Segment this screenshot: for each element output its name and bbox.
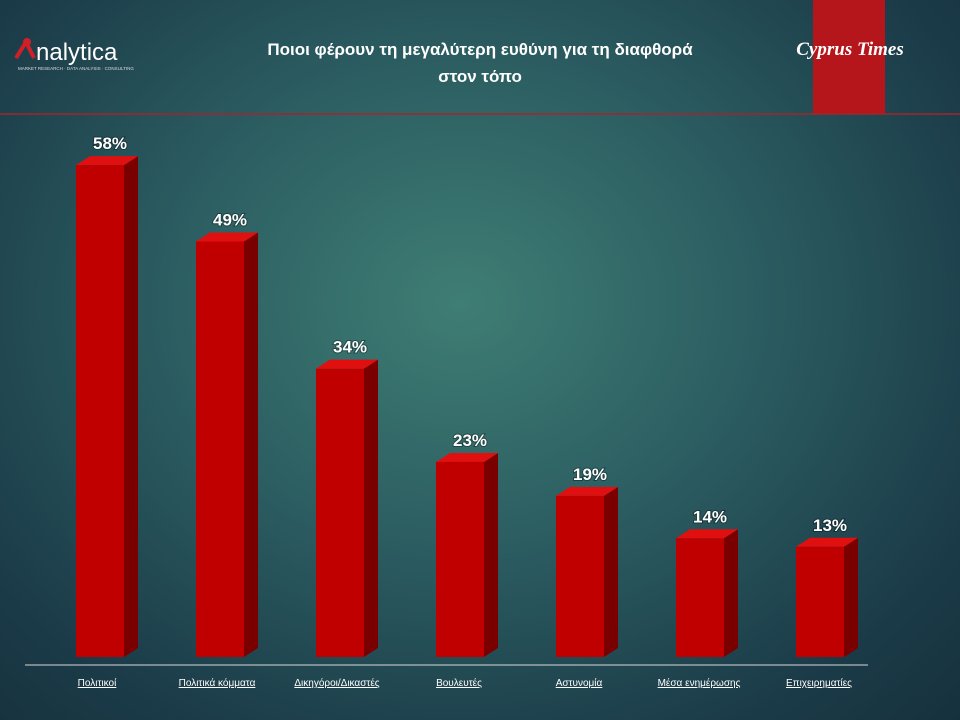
bar-side (244, 232, 258, 658)
bar-side (604, 486, 618, 657)
x-tick-label: Πολιτικοί (78, 677, 117, 689)
bar (676, 538, 724, 657)
bar-top (796, 537, 858, 547)
bar-side (484, 452, 498, 657)
chart-title: Ποιοι φέρουν τη μεγαλύτερη ευθύνη για τη… (267, 40, 693, 86)
bar-top (676, 529, 738, 539)
bar-side (844, 537, 858, 657)
bar-side (124, 156, 138, 657)
data-label: 19% (573, 465, 607, 484)
logo-backdrop (813, 0, 885, 114)
bar-top (196, 232, 258, 242)
data-label: 34% (333, 338, 367, 357)
data-label: 49% (213, 210, 247, 229)
x-tick-label: Αστυνομία (556, 677, 603, 689)
x-tick-label: Δικηγόροι/Δικαστές (294, 677, 379, 689)
bar (196, 241, 244, 658)
data-label: 14% (693, 507, 727, 526)
x-tick-label: Πολιτικά κόμματα (179, 677, 256, 689)
bar-top (316, 359, 378, 369)
logo-icon-dot (23, 38, 31, 46)
bar-top (436, 452, 498, 462)
bar (76, 165, 124, 657)
x-tick-label: Επιχειρηματίες (786, 677, 852, 689)
data-label: 13% (813, 516, 847, 535)
bar-top (556, 486, 618, 496)
left-logo: nalytica (36, 39, 118, 66)
bar (796, 546, 844, 657)
bar (436, 461, 484, 657)
x-tick-label: Βουλευτές (436, 677, 482, 689)
data-label: 23% (453, 431, 487, 450)
bar (556, 495, 604, 657)
bar (316, 368, 364, 657)
bar-side (724, 529, 738, 657)
bar-top (76, 156, 138, 166)
bar-side (364, 359, 378, 657)
x-tick-label: Μέσα ενημέρωσης (658, 677, 741, 689)
right-logo: Cyprus Times (796, 39, 904, 60)
data-label: 58% (93, 134, 127, 153)
left-logo-tagline: MARKET RESEARCH · DATA ANALYSIS · CONSUL… (18, 66, 134, 71)
